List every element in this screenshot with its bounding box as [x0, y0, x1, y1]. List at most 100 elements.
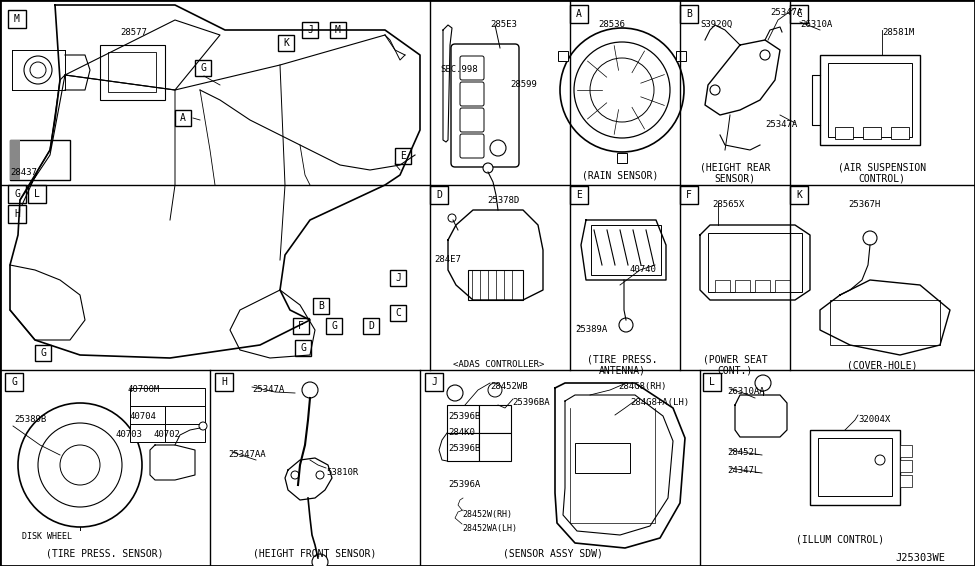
Text: 28437: 28437 — [10, 168, 37, 177]
Text: 284G8(RH): 284G8(RH) — [618, 382, 666, 391]
Bar — [900, 475, 912, 487]
Bar — [175, 110, 191, 126]
Text: J: J — [431, 377, 437, 387]
Bar — [775, 280, 790, 292]
Text: D: D — [436, 190, 442, 200]
Bar — [130, 424, 165, 442]
Text: F: F — [686, 190, 692, 200]
Text: 25396A: 25396A — [448, 480, 481, 489]
Bar — [326, 318, 342, 334]
Text: 28452L: 28452L — [727, 448, 760, 457]
Text: 40704: 40704 — [130, 412, 157, 421]
Circle shape — [316, 471, 324, 479]
Bar — [708, 233, 802, 292]
Text: G: G — [11, 377, 17, 387]
Bar — [447, 433, 479, 461]
Bar — [8, 185, 26, 203]
Bar — [8, 10, 26, 28]
FancyBboxPatch shape — [451, 44, 519, 167]
Bar — [5, 373, 23, 391]
Circle shape — [291, 471, 299, 479]
Text: 284E7: 284E7 — [434, 255, 461, 264]
Bar — [835, 127, 853, 139]
Circle shape — [448, 214, 456, 222]
Text: 25378D: 25378D — [487, 196, 520, 205]
Circle shape — [302, 382, 318, 398]
Bar — [828, 63, 912, 137]
Bar — [195, 60, 211, 76]
Bar — [479, 405, 511, 433]
Text: 25347A: 25347A — [770, 8, 802, 17]
Text: 25367H: 25367H — [848, 200, 880, 209]
Text: B: B — [318, 301, 324, 311]
Bar — [295, 340, 311, 356]
Text: L: L — [709, 377, 715, 387]
Bar — [676, 51, 685, 61]
Bar — [10, 140, 20, 180]
Bar — [278, 35, 294, 51]
Text: 25347AA: 25347AA — [228, 450, 265, 459]
FancyBboxPatch shape — [460, 108, 484, 132]
Text: G: G — [40, 348, 46, 358]
Text: 25389A: 25389A — [575, 325, 607, 334]
Bar — [447, 405, 479, 433]
Text: G: G — [14, 189, 20, 199]
Text: (ILLUM CONTROL): (ILLUM CONTROL) — [796, 535, 884, 545]
Bar — [302, 22, 318, 38]
Text: SEC.998: SEC.998 — [440, 65, 478, 74]
Text: G: G — [332, 321, 337, 331]
Text: A: A — [180, 113, 186, 123]
Bar — [680, 186, 698, 204]
Text: J25303WE: J25303WE — [895, 553, 945, 563]
Text: 28599: 28599 — [510, 80, 537, 89]
Bar — [390, 305, 406, 321]
Text: (RAIN SENSOR): (RAIN SENSOR) — [582, 170, 658, 180]
Bar — [617, 153, 627, 163]
Text: 25347A: 25347A — [765, 120, 798, 129]
Bar — [100, 45, 165, 100]
Bar — [293, 318, 309, 334]
Bar — [715, 280, 730, 292]
Text: 284G8+A(LH): 284G8+A(LH) — [630, 398, 689, 407]
Text: 28452W(RH): 28452W(RH) — [462, 510, 512, 519]
Text: C: C — [395, 308, 401, 318]
Bar — [130, 406, 165, 424]
Circle shape — [760, 50, 770, 60]
Bar — [680, 5, 698, 23]
Text: M: M — [14, 14, 20, 24]
Text: D: D — [369, 321, 374, 331]
Text: B: B — [686, 9, 692, 19]
Text: S3920Q: S3920Q — [700, 20, 732, 29]
Bar — [215, 373, 233, 391]
Text: J: J — [395, 273, 401, 283]
Bar — [900, 445, 912, 457]
Circle shape — [488, 383, 502, 397]
Text: K: K — [796, 190, 801, 200]
Text: 24347L: 24347L — [727, 466, 760, 475]
Bar — [810, 430, 900, 505]
Text: 53810R: 53810R — [326, 468, 358, 477]
Bar — [863, 127, 881, 139]
Circle shape — [18, 403, 142, 527]
Text: 26310AA: 26310AA — [727, 387, 764, 396]
Circle shape — [863, 231, 877, 245]
Text: (TIRE PRESS.
ANTENNA): (TIRE PRESS. ANTENNA) — [587, 354, 657, 376]
Circle shape — [590, 58, 654, 122]
Bar — [165, 424, 205, 442]
FancyBboxPatch shape — [460, 82, 484, 106]
FancyBboxPatch shape — [460, 56, 484, 80]
Bar — [390, 270, 406, 286]
Text: 28452WB: 28452WB — [490, 382, 527, 391]
Circle shape — [483, 163, 493, 173]
Circle shape — [490, 140, 506, 156]
Text: G: G — [200, 63, 206, 73]
Bar — [830, 300, 940, 345]
Circle shape — [710, 85, 720, 95]
Bar — [35, 345, 51, 361]
Text: (COVER-HOLE): (COVER-HOLE) — [846, 360, 917, 370]
Text: M: M — [335, 25, 341, 35]
Circle shape — [312, 554, 328, 566]
Text: (POWER SEAT
CONT.): (POWER SEAT CONT.) — [703, 354, 767, 376]
Circle shape — [38, 423, 122, 507]
Text: L: L — [34, 189, 40, 199]
